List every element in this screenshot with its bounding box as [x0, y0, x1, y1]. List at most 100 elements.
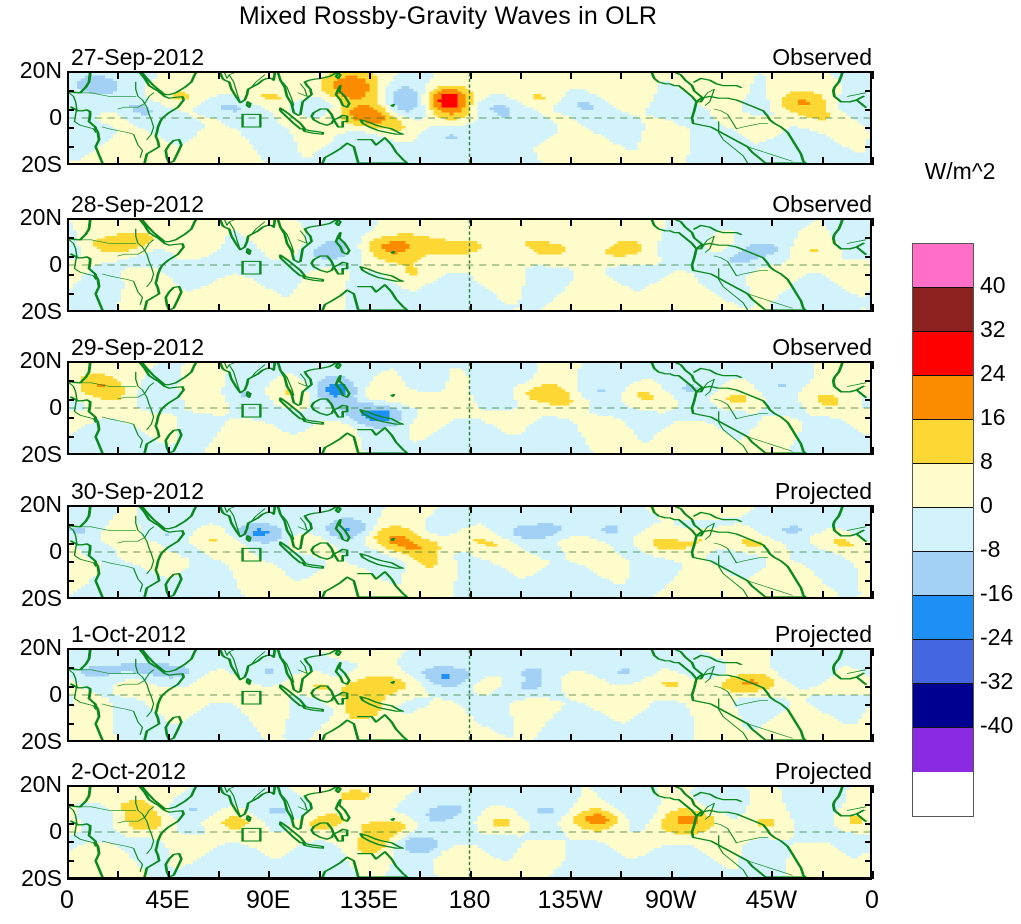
panel-date-label: 29-Sep-2012	[71, 334, 204, 360]
map-panel-1[interactable]	[67, 71, 872, 165]
x-tick	[368, 648, 371, 656]
panel-date-label: 2-Oct-2012	[71, 758, 186, 784]
x-tick	[570, 591, 573, 599]
y-tick	[865, 523, 872, 526]
y-axis-label: 20N	[0, 491, 62, 518]
panel-status-label: Projected	[775, 758, 872, 784]
y-axis-label: 20S	[0, 585, 62, 612]
x-tick	[670, 734, 673, 742]
x-tick	[872, 447, 874, 455]
x-tick	[268, 447, 271, 455]
x-tick	[469, 71, 472, 79]
y-tick	[865, 542, 872, 545]
y-tick	[865, 685, 872, 688]
y-tick	[865, 293, 872, 296]
y-tick	[67, 542, 74, 545]
x-tick	[821, 648, 824, 656]
x-tick	[670, 218, 673, 226]
y-tick	[865, 127, 872, 130]
olr-anomaly-map[interactable]	[67, 71, 872, 165]
y-tick	[67, 108, 74, 111]
x-tick	[821, 218, 824, 226]
y-tick	[865, 146, 872, 149]
x-tick	[771, 734, 774, 742]
olr-anomaly-map[interactable]	[67, 785, 872, 879]
map-panel-3[interactable]	[67, 361, 872, 455]
y-tick	[865, 841, 872, 844]
x-tick	[570, 785, 573, 793]
y-tick	[67, 723, 74, 726]
x-tick	[821, 785, 824, 793]
x-tick	[771, 304, 774, 312]
x-tick	[570, 157, 573, 165]
x-tick	[318, 785, 321, 793]
panel-header-4: 30-Sep-2012 Projected	[67, 478, 872, 504]
x-tick	[821, 447, 824, 455]
colorbar-tick-label: -40	[980, 712, 1013, 739]
x-tick	[368, 361, 371, 369]
colorbar-tick-label: 0	[980, 492, 993, 519]
y-axis-label: 0	[0, 251, 62, 278]
x-tick	[217, 591, 220, 599]
x-axis-tick	[217, 871, 220, 879]
x-tick	[670, 447, 673, 455]
x-tick	[519, 648, 522, 656]
y-axis-label: 20N	[0, 634, 62, 661]
y-tick	[67, 255, 74, 258]
x-tick	[821, 734, 824, 742]
x-tick	[67, 591, 69, 599]
y-tick	[67, 293, 74, 296]
x-tick	[368, 785, 371, 793]
x-tick	[419, 505, 422, 513]
olr-anomaly-map[interactable]	[67, 505, 872, 599]
panel-header-2: 28-Sep-2012 Observed	[67, 191, 872, 217]
y-axis-label: 20S	[0, 728, 62, 755]
x-tick	[570, 648, 573, 656]
x-tick	[117, 218, 120, 226]
x-axis-tick	[821, 871, 824, 879]
y-tick	[67, 666, 74, 669]
x-tick	[217, 218, 220, 226]
x-tick	[318, 71, 321, 79]
x-tick	[670, 304, 673, 312]
colorbar[interactable]	[912, 243, 974, 817]
y-tick	[67, 398, 74, 401]
y-tick	[865, 860, 872, 863]
x-axis-tick	[368, 871, 371, 879]
olr-anomaly-map[interactable]	[67, 361, 872, 455]
y-axis-label: 20N	[0, 347, 62, 374]
y-tick	[67, 860, 74, 863]
y-tick	[865, 274, 872, 277]
map-panel-2[interactable]	[67, 218, 872, 312]
olr-anomaly-map[interactable]	[67, 218, 872, 312]
x-tick	[620, 157, 623, 165]
x-tick	[821, 505, 824, 513]
map-panel-4[interactable]	[67, 505, 872, 599]
x-axis-tick	[167, 871, 170, 879]
map-panel-5[interactable]	[67, 648, 872, 742]
x-tick	[217, 785, 220, 793]
colorbar-tick-label: 16	[980, 404, 1006, 431]
y-axis-label: 0	[0, 818, 62, 845]
x-tick	[771, 157, 774, 165]
y-axis-label: 0	[0, 104, 62, 131]
x-tick	[771, 648, 774, 656]
map-panel-6[interactable]	[67, 785, 872, 879]
colorbar-tick-label: -8	[980, 536, 1000, 563]
x-tick	[368, 591, 371, 599]
x-tick	[519, 218, 522, 226]
x-tick	[872, 218, 874, 226]
x-tick	[217, 304, 220, 312]
x-tick	[217, 648, 220, 656]
y-tick	[67, 561, 74, 564]
x-tick	[268, 218, 271, 226]
x-tick	[620, 71, 623, 79]
x-tick	[419, 734, 422, 742]
panel-date-label: 28-Sep-2012	[71, 191, 204, 217]
y-tick	[67, 274, 74, 277]
x-tick	[821, 591, 824, 599]
panel-header-3: 29-Sep-2012 Observed	[67, 334, 872, 360]
x-tick	[167, 785, 170, 793]
x-tick	[217, 361, 220, 369]
olr-anomaly-map[interactable]	[67, 648, 872, 742]
